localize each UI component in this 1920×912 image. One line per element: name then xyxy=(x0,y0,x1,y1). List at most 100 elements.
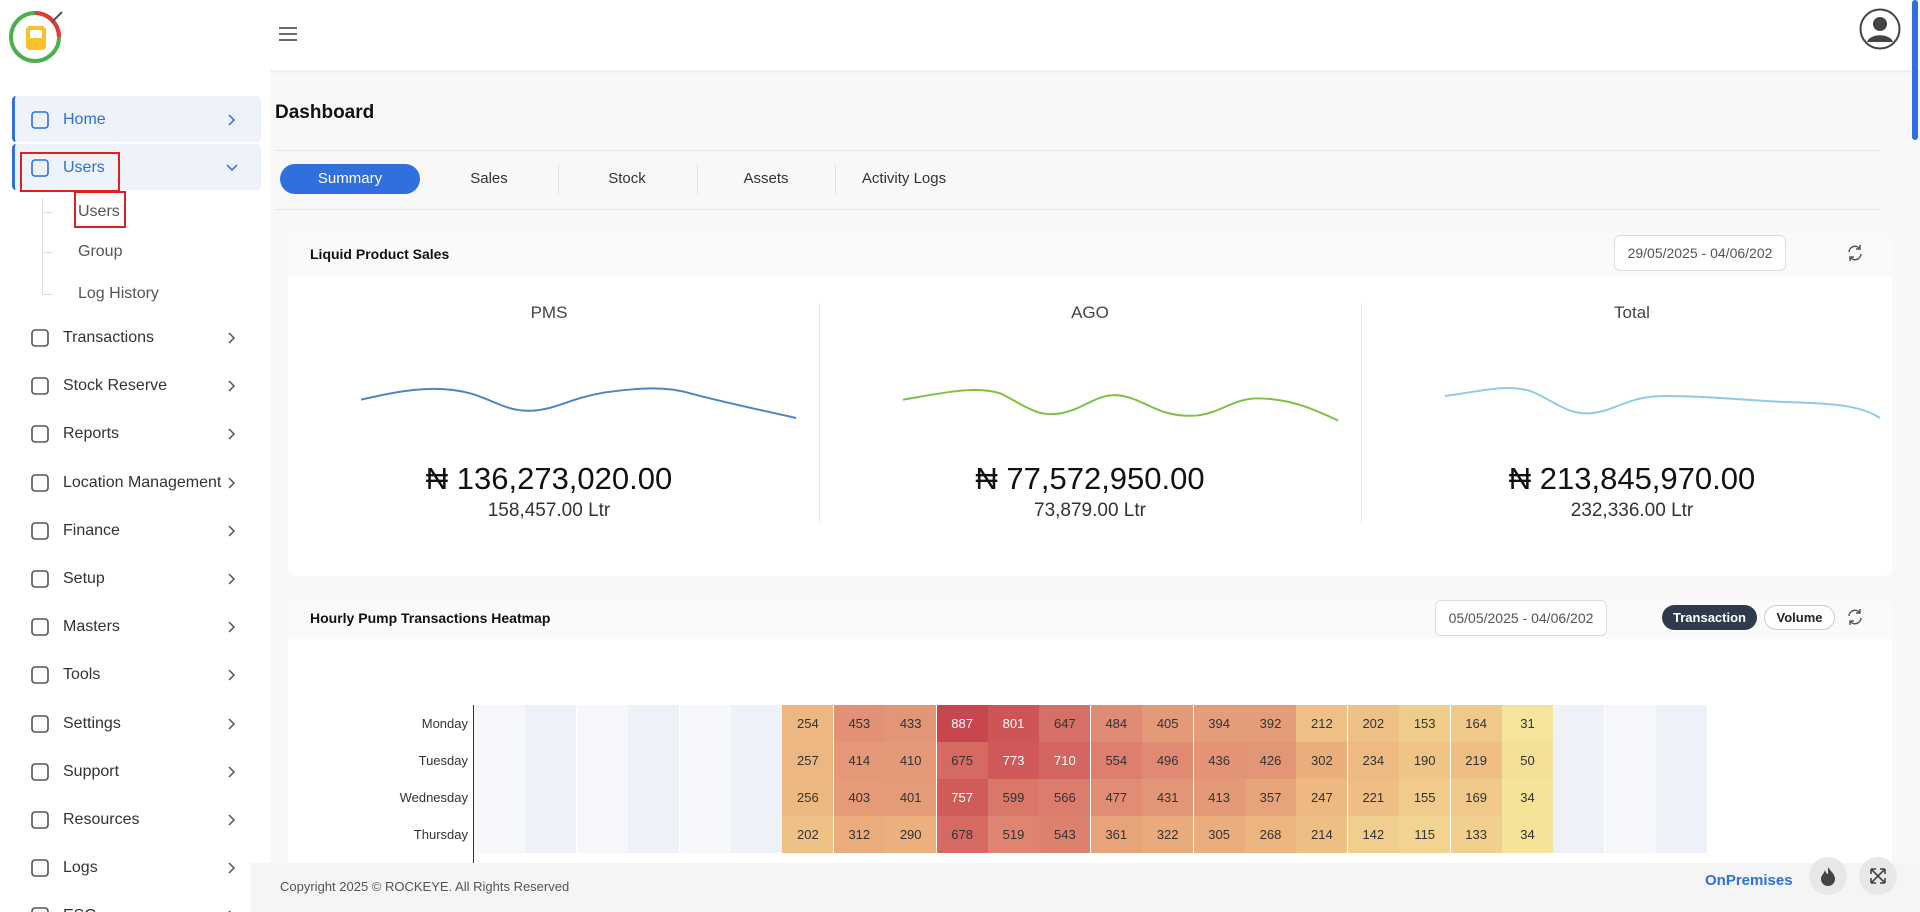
menu-item[interactable]: Transactions xyxy=(63,329,154,346)
menu-item[interactable]: Reports xyxy=(63,425,120,443)
heatmap-cell: 757 xyxy=(936,779,988,816)
heatmap-cell: 202 xyxy=(1347,705,1399,742)
heatmap-day: Wednesday xyxy=(399,790,468,805)
menu-icon xyxy=(31,329,49,347)
menu-active-bg xyxy=(12,144,261,190)
copyright: Copyright 2025 © ROCKEYE. All Rights Res… xyxy=(280,879,570,894)
chevron xyxy=(228,669,236,681)
scrollbar[interactable] xyxy=(1912,0,1918,140)
sparkline xyxy=(903,388,1339,422)
heatmap-cell: 403 xyxy=(833,779,885,816)
tab[interactable]: Stock xyxy=(608,170,646,187)
submenu-tick xyxy=(42,294,52,295)
heatmap-cell: 394 xyxy=(1193,705,1245,742)
date-range[interactable]: 29/05/2025 - 04/06/202 xyxy=(1614,235,1786,271)
heatmap-day: Tuesday xyxy=(418,753,468,768)
menu-icon xyxy=(31,570,49,588)
fire-button[interactable] xyxy=(1809,857,1847,895)
heatmap-cell-empty xyxy=(731,705,782,742)
menu-item[interactable]: Setup xyxy=(63,570,105,587)
menu-item[interactable]: Support xyxy=(63,762,120,780)
refresh-icon[interactable] xyxy=(1846,608,1864,626)
menu-item[interactable]: Finance xyxy=(63,521,120,539)
heatmap-cell: 477 xyxy=(1090,779,1142,816)
tab[interactable]: Summary xyxy=(317,170,383,187)
menu-item[interactable]: Masters xyxy=(63,618,120,636)
product-name: PMS xyxy=(530,303,568,322)
submenu-item[interactable]: Group xyxy=(78,243,123,260)
column-divider xyxy=(819,303,820,523)
product-amount: ₦ 77,572,950.00 xyxy=(975,461,1205,496)
card-title: Hourly Pump Transactions Heatmap xyxy=(310,610,551,626)
top-bar xyxy=(0,0,1920,70)
menu-icon xyxy=(31,377,49,395)
avatar[interactable] xyxy=(1859,8,1901,50)
tab-separator xyxy=(835,164,836,194)
chevron xyxy=(228,814,236,826)
heatmap-cell-empty xyxy=(628,779,680,816)
menu-active-bg xyxy=(12,96,261,142)
toggle-button[interactable]: Volume xyxy=(1764,605,1835,630)
tab[interactable]: Activity Logs xyxy=(861,170,947,187)
menu-item[interactable]: Home xyxy=(63,111,106,128)
menu-icon xyxy=(31,521,49,540)
heatmap-day: Monday xyxy=(421,716,468,731)
heatmap-cell-empty xyxy=(679,705,731,742)
heatmap-day: Thursday xyxy=(413,827,468,842)
chevron xyxy=(228,380,236,392)
menu-item[interactable]: Settings xyxy=(63,714,121,732)
submenu-tick xyxy=(42,212,52,213)
heatmap-cell-empty xyxy=(525,705,577,742)
heatmap-cell: 268 xyxy=(1245,816,1296,853)
product-volume: 158,457.00 Ltr xyxy=(487,500,611,521)
heatmap-cell: 647 xyxy=(1039,705,1091,742)
menu-item[interactable]: Logs xyxy=(63,859,98,877)
tab-active-bg xyxy=(280,164,420,194)
heatmap-cell-empty xyxy=(474,705,525,742)
heatmap-cell-empty xyxy=(628,705,680,742)
liquid-sales-card: Liquid Product Sales 29/05/2025 - 04/06/… xyxy=(288,233,1892,576)
heatmap-card: Hourly Pump Transactions Heatmap 05/05/2… xyxy=(288,598,1892,912)
heatmap-cell: 599 xyxy=(988,779,1039,816)
heatmap-cell-empty xyxy=(679,742,731,779)
submenu-item[interactable]: Users xyxy=(78,203,120,220)
date-range[interactable]: 05/05/2025 - 04/06/202 xyxy=(1435,600,1607,636)
heatmap-cell-empty xyxy=(525,779,577,816)
menu-toggle[interactable] xyxy=(278,24,298,44)
tab[interactable]: Assets xyxy=(743,170,789,187)
heatmap-cell: 153 xyxy=(1399,705,1451,742)
heatmap-cell: 543 xyxy=(1039,816,1091,853)
mode-label[interactable]: OnPremises xyxy=(1705,872,1793,889)
fullscreen-button[interactable] xyxy=(1859,857,1897,895)
product-volume: 232,336.00 Ltr xyxy=(1570,500,1694,521)
menu-item[interactable]: Users xyxy=(63,159,105,176)
menu-item[interactable]: Tools xyxy=(63,666,101,684)
heatmap-cell-empty xyxy=(474,816,525,853)
product-name: AGO xyxy=(1071,303,1109,322)
menu-item[interactable]: Resources xyxy=(63,811,140,828)
heatmap-cell: 361 xyxy=(1090,816,1142,853)
heatmap-cell-empty xyxy=(731,816,782,853)
product-amount: ₦ 213,845,970.00 xyxy=(1508,461,1756,496)
menu-item[interactable]: Stock Reserve xyxy=(63,377,168,395)
tab[interactable]: Sales xyxy=(470,170,508,187)
heatmap-cell: 496 xyxy=(1142,742,1194,779)
product-volume: 73,879.00 Ltr xyxy=(1034,500,1146,521)
logo[interactable] xyxy=(8,8,68,64)
heatmap-cell: 773 xyxy=(988,742,1039,779)
submenu-item[interactable]: Log History xyxy=(78,285,159,302)
toggle-button[interactable]: Transaction xyxy=(1662,605,1757,630)
refresh-icon[interactable] xyxy=(1846,244,1864,262)
sidebar: Home Users Transactions Stock Reserve Report… xyxy=(0,70,270,912)
heatmap-cell: 212 xyxy=(1296,705,1348,742)
menu-item[interactable]: Location Management xyxy=(63,473,222,491)
menu-item[interactable]: ESG xyxy=(63,906,97,912)
chevron xyxy=(228,718,236,730)
highlight-box xyxy=(74,191,126,228)
menu-icon xyxy=(31,859,49,877)
heatmap-cell: 190 xyxy=(1399,742,1451,779)
heatmap-cell-empty xyxy=(731,779,782,816)
heatmap-cell-empty xyxy=(1553,779,1605,816)
heatmap-cell-empty xyxy=(731,742,782,779)
